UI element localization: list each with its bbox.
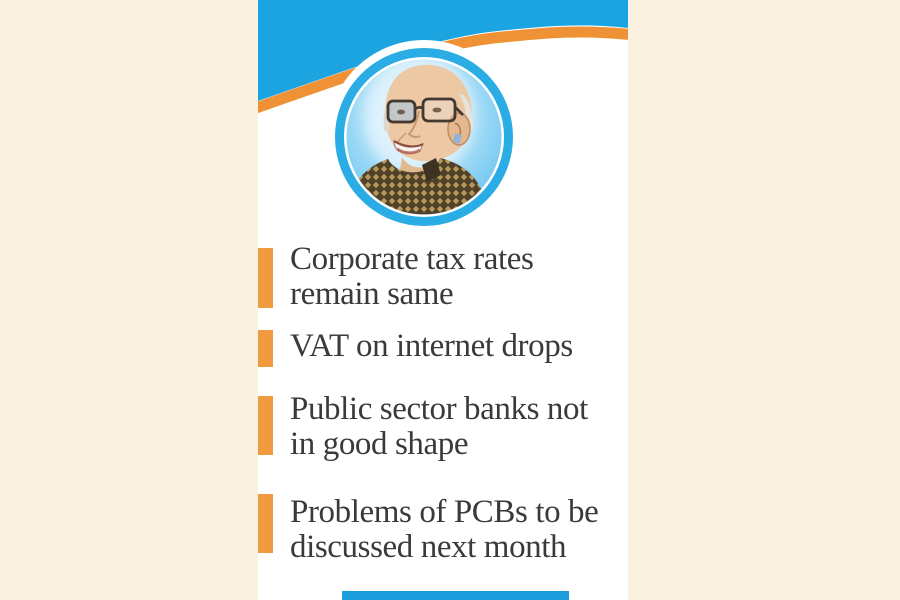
portrait-image bbox=[346, 59, 502, 215]
hearing-aid bbox=[453, 133, 462, 144]
header-wave-graphic bbox=[258, 0, 628, 114]
bullet-text: Problems of PCBs to be discussed next mo… bbox=[290, 495, 620, 565]
bullet-text: VAT on internet drops bbox=[290, 329, 620, 364]
nose bbox=[407, 110, 421, 139]
bullet-line: Public sector banks not bbox=[290, 391, 588, 427]
glasses bbox=[386, 97, 464, 124]
bullet-marker bbox=[258, 248, 273, 308]
hair-right bbox=[459, 94, 474, 129]
blue-wave-shape bbox=[258, 0, 628, 101]
bullet-line: Problems of PCBs to be bbox=[290, 494, 599, 530]
eye-right bbox=[432, 107, 442, 113]
orange-accent-curve bbox=[258, 26, 628, 114]
bullet-line: discussed next month bbox=[290, 529, 567, 565]
bullet-text: Public sector banks not in good shape bbox=[290, 392, 620, 462]
content-panel: Corporate tax rates remain same VAT on i… bbox=[258, 0, 628, 600]
upper-lip bbox=[393, 140, 424, 148]
bullet-marker bbox=[258, 494, 273, 553]
portrait-photo bbox=[327, 40, 521, 234]
lower-lip bbox=[396, 147, 421, 155]
eye-left bbox=[397, 109, 405, 115]
bullet-line: in good shape bbox=[290, 426, 469, 462]
bullet-text: Corporate tax rates remain same bbox=[290, 242, 620, 312]
bullet-line: remain same bbox=[290, 276, 454, 312]
kurta-collar bbox=[422, 158, 441, 182]
bullet-marker bbox=[258, 396, 273, 455]
bullet-marker bbox=[258, 330, 273, 367]
bullet-line: Corporate tax rates bbox=[290, 241, 534, 277]
bullet-line: VAT on internet drops bbox=[290, 328, 573, 364]
footer-accent-bar bbox=[342, 591, 569, 600]
